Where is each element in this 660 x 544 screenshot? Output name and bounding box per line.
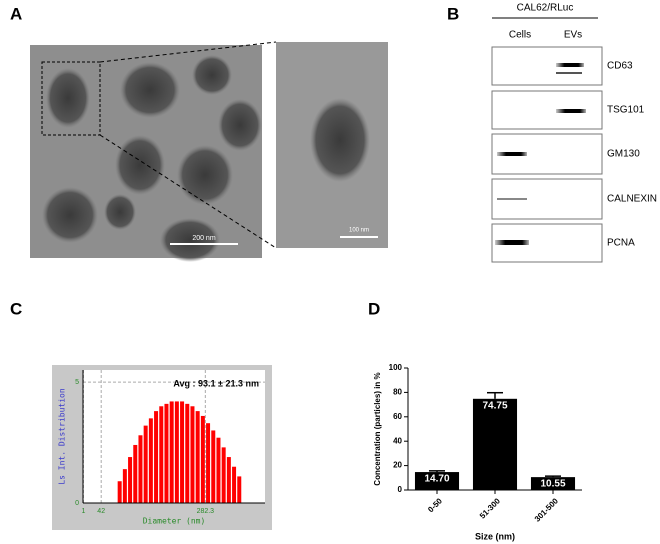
- annotation: Avg : 93.1 ± 21.3 nm: [173, 378, 259, 388]
- y-tick-label: 0: [398, 485, 403, 494]
- histogram-bar: [154, 411, 159, 503]
- x-tick-label: 301-500: [533, 496, 561, 524]
- bar: [530, 477, 576, 490]
- blot-row: CD63: [607, 61, 633, 72]
- histogram-bar: [133, 444, 138, 503]
- y-axis-label: Concentration (particles) in %: [373, 372, 382, 485]
- histogram-bar: [185, 403, 190, 503]
- blot-header: CAL62/RLuc: [517, 3, 574, 14]
- histogram-bar: [174, 401, 179, 503]
- x-axis-label: Size (nm): [475, 531, 515, 541]
- histogram-bar: [164, 403, 169, 503]
- x-tick-label: 51-300: [478, 496, 502, 520]
- y-tick-label: 80: [393, 388, 402, 397]
- y-tick-label: 40: [393, 436, 402, 445]
- scale-bar-label: 200 nm: [192, 235, 216, 242]
- blot-column: EVs: [564, 30, 582, 41]
- histogram-bar: [232, 466, 237, 503]
- panel-label: B: [447, 4, 459, 23]
- y-tick-label: 60: [393, 412, 402, 421]
- y-tick-label: 20: [393, 461, 402, 470]
- histogram-bar: [200, 415, 205, 503]
- histogram-bar: [117, 481, 122, 503]
- blot-row: PCNA: [607, 238, 635, 249]
- panel-label: D: [368, 299, 380, 318]
- histogram-bar: [211, 430, 216, 503]
- histogram-bar: [237, 476, 242, 503]
- histogram-bar: [190, 406, 195, 503]
- histogram-bar: [143, 425, 148, 503]
- y-tick-label: 100: [389, 363, 403, 372]
- y-axis-label: Ls Int. Distribution: [58, 388, 67, 485]
- histogram-bar: [148, 418, 153, 503]
- blot-row: TSG101: [607, 105, 645, 116]
- panel-label: C: [10, 299, 22, 318]
- blot-row: GM130: [607, 149, 640, 160]
- histogram-bar: [216, 437, 221, 503]
- histogram-bar: [122, 469, 127, 503]
- x-tick-label: 282.3: [197, 508, 215, 515]
- blot-column: Cells: [509, 30, 531, 41]
- histogram-bar: [206, 423, 211, 503]
- y-tick-label: 0: [75, 500, 79, 507]
- scale-bar-label: 100 nm: [349, 228, 369, 234]
- y-tick-label: 5: [75, 379, 79, 386]
- histogram-bar: [180, 401, 185, 503]
- histogram-bar: [226, 457, 231, 503]
- histogram-bar: [128, 457, 133, 503]
- histogram-bar: [221, 447, 226, 503]
- bar: [472, 398, 518, 490]
- x-tick-label: 1: [81, 508, 85, 515]
- histogram-bar: [159, 406, 164, 503]
- blot-row: CALNEXIN: [607, 194, 657, 205]
- histogram-bar: [169, 401, 174, 503]
- histogram-bar: [195, 411, 200, 503]
- x-tick-label: 0-50: [426, 496, 444, 514]
- x-axis-label: Diameter (nm): [143, 517, 206, 526]
- value-label: 74.75: [482, 400, 507, 411]
- bar: [414, 472, 460, 490]
- x-tick-label: 42: [97, 508, 105, 515]
- value-label: 14.70: [424, 474, 449, 485]
- histogram-bar: [138, 435, 143, 503]
- panel-label: A: [10, 4, 22, 23]
- value-label: 10.55: [540, 479, 565, 490]
- blots: [491, 46, 603, 263]
- zoom-micrograph: [276, 42, 388, 248]
- micrograph: [30, 41, 277, 262]
